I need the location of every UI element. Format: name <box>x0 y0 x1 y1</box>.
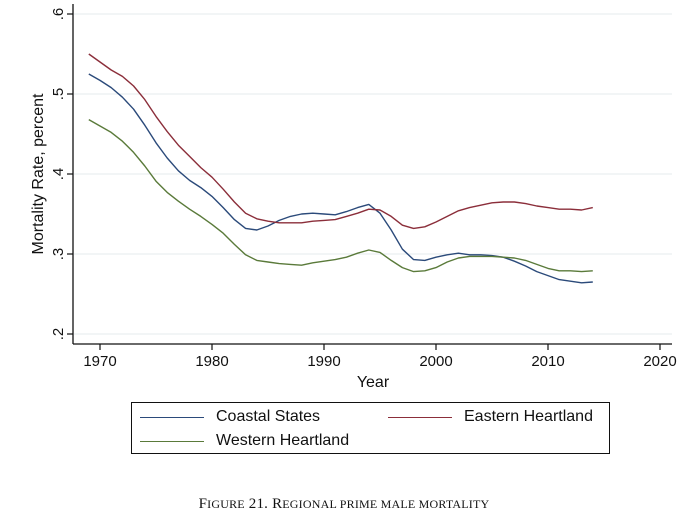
x-tick-label: 2000 <box>419 353 452 370</box>
x-tick-label: 1970 <box>83 353 116 370</box>
axes: .2 .3 .4 .5 .6 1970 1980 1990 2000 2010 2020 <box>50 4 677 370</box>
legend-label: Western Heartland <box>216 432 350 449</box>
y-tick-label: .5 <box>50 88 67 101</box>
legend-swatch-western <box>140 440 204 442</box>
series-line-eastern-heartland <box>88 53 593 230</box>
x-tick-label: 2020 <box>643 353 676 370</box>
legend-swatch-coastal <box>140 416 204 418</box>
caption-text: 21. <box>244 496 273 512</box>
x-tick-label: 1990 <box>307 353 340 370</box>
caption-text: F <box>198 496 208 512</box>
legend-item-coastal-states: Coastal States <box>140 408 320 426</box>
series-line-coastal-states <box>88 73 593 284</box>
y-axis-title: Mortality Rate, percent <box>30 93 47 255</box>
figure-caption: FIGURE 21. REGIONAL PRIME MALE MORTALITY <box>0 496 688 513</box>
series-line-western-heartland <box>88 118 593 273</box>
x-tick-label: 2010 <box>531 353 564 370</box>
legend-item-western-heartland: Western Heartland <box>140 432 349 450</box>
legend-item-eastern-heartland: Eastern Heartland <box>388 408 593 426</box>
y-tick-label: .3 <box>50 248 67 261</box>
x-axis-title: Year <box>357 374 390 391</box>
caption-text: R <box>272 496 283 512</box>
x-tick-label: 1980 <box>195 353 228 370</box>
series-lines <box>88 53 593 284</box>
y-tick-label: .6 <box>50 8 67 21</box>
caption-text: IGURE <box>207 497 245 511</box>
legend: Coastal States Eastern Heartland Western… <box>131 402 610 454</box>
legend-label: Coastal States <box>216 408 321 425</box>
caption-text: EGIONAL PRIME MALE MORTALITY <box>282 497 490 511</box>
y-tick-label: .4 <box>50 168 67 181</box>
legend-label: Eastern Heartland <box>464 408 593 425</box>
gridlines <box>74 13 672 335</box>
legend-swatch-eastern <box>388 416 452 418</box>
y-tick-label: .2 <box>50 328 67 341</box>
